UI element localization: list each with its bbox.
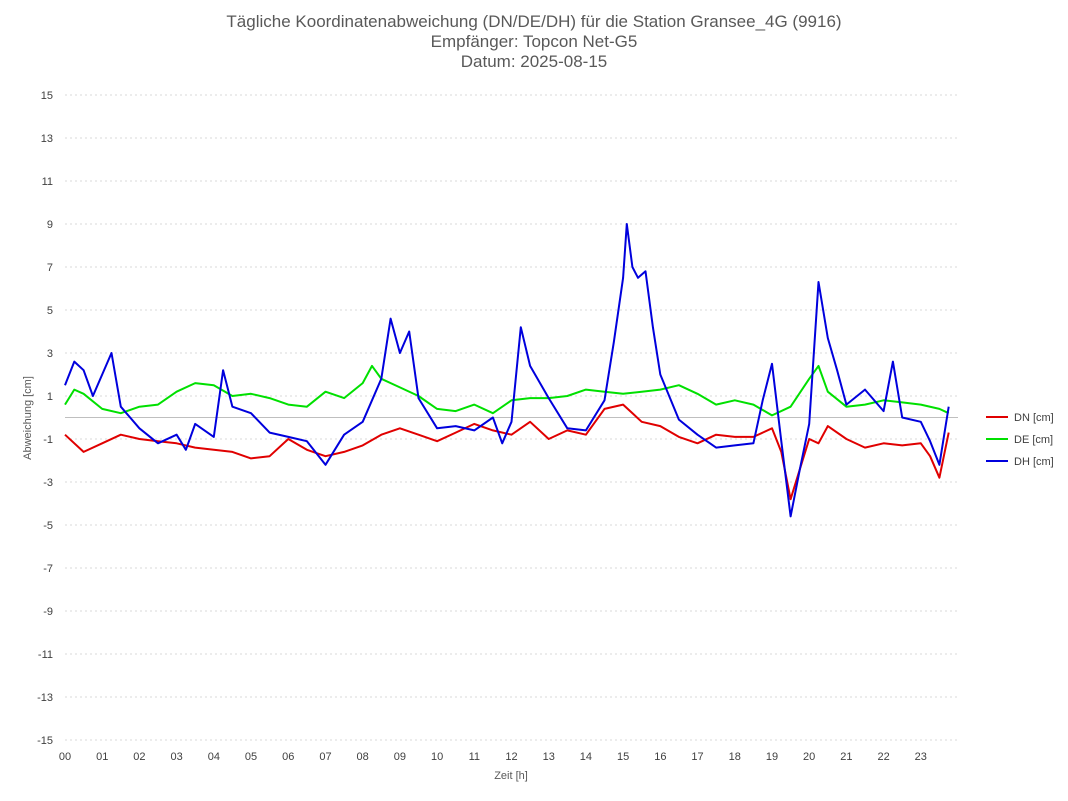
title-line-3: Datum: 2025-08-15: [461, 52, 607, 71]
series-lines: [64, 223, 950, 518]
y-tick-label: -11: [38, 649, 53, 661]
x-axis-ticks: 00 01 02 03 04 05 06 07 08 09 10 11 12 13 14 15 16 17 18 19…: [59, 751, 927, 763]
x-tick-label: 15: [617, 751, 629, 763]
chart-title: Tägliche Koordinatenabweichung (DN/DE/DH…: [226, 12, 841, 71]
x-tick-label: 19: [766, 751, 778, 763]
y-tick-label: 15: [41, 90, 53, 102]
y-tick-label: 11: [42, 176, 53, 188]
x-tick-label: 09: [394, 751, 406, 763]
y-tick-label: 1: [47, 391, 53, 403]
y-axis-label: Abweichung [cm]: [22, 376, 34, 460]
y-tick-label: 3: [47, 348, 53, 360]
x-tick-label: 23: [915, 751, 927, 763]
x-axis-label: Zeit [h]: [494, 770, 528, 782]
x-tick-label: 08: [357, 751, 369, 763]
x-tick-label: 07: [319, 751, 331, 763]
x-tick-label: 05: [245, 751, 257, 763]
y-tick-label: -15: [37, 735, 53, 747]
x-tick-label: 02: [133, 751, 145, 763]
y-tick-label: -13: [37, 692, 53, 704]
x-tick-label: 10: [431, 751, 443, 763]
x-tick-label: 11: [469, 751, 480, 763]
legend-label-dh: DH [cm]: [1014, 456, 1054, 468]
y-tick-label: -1: [43, 434, 53, 446]
legend-label-dn: DN [cm]: [1014, 412, 1054, 424]
y-tick-label: -7: [43, 563, 53, 575]
x-tick-label: 00: [59, 751, 71, 763]
grid-lines: [65, 94, 958, 741]
series-line-de: [64, 364, 950, 417]
y-tick-label: 9: [47, 219, 53, 231]
x-tick-label: 03: [171, 751, 183, 763]
y-tick-label: 5: [47, 305, 53, 317]
x-tick-label: 01: [96, 751, 108, 763]
legend: DN [cm] DE [cm] DH [cm]: [986, 412, 1054, 468]
y-axis-ticks: 15 13 11 9 7 5 3 1 -1 -3 -5 -7 -9 -11 -13 -15: [37, 90, 53, 747]
series-line-dh: [64, 223, 950, 518]
x-tick-label: 14: [580, 751, 592, 763]
x-tick-label: 21: [840, 751, 852, 763]
x-tick-label: 18: [729, 751, 741, 763]
legend-label-de: DE [cm]: [1014, 434, 1053, 446]
title-line-1: Tägliche Koordinatenabweichung (DN/DE/DH…: [226, 12, 841, 31]
x-tick-label: 12: [505, 751, 517, 763]
x-tick-label: 22: [877, 751, 889, 763]
x-tick-label: 06: [282, 751, 294, 763]
x-tick-label: 13: [543, 751, 555, 763]
x-tick-label: 17: [691, 751, 703, 763]
x-tick-label: 16: [654, 751, 666, 763]
x-tick-label: 04: [208, 751, 220, 763]
title-line-2: Empfänger: Topcon Net-G5: [431, 32, 638, 51]
series-line-dn: [64, 403, 950, 501]
y-tick-label: 13: [41, 133, 53, 145]
x-tick-label: 20: [803, 751, 815, 763]
y-tick-label: -3: [43, 477, 53, 489]
y-tick-label: -5: [43, 520, 53, 532]
y-tick-label: -9: [43, 606, 53, 618]
y-tick-label: 7: [47, 262, 53, 274]
